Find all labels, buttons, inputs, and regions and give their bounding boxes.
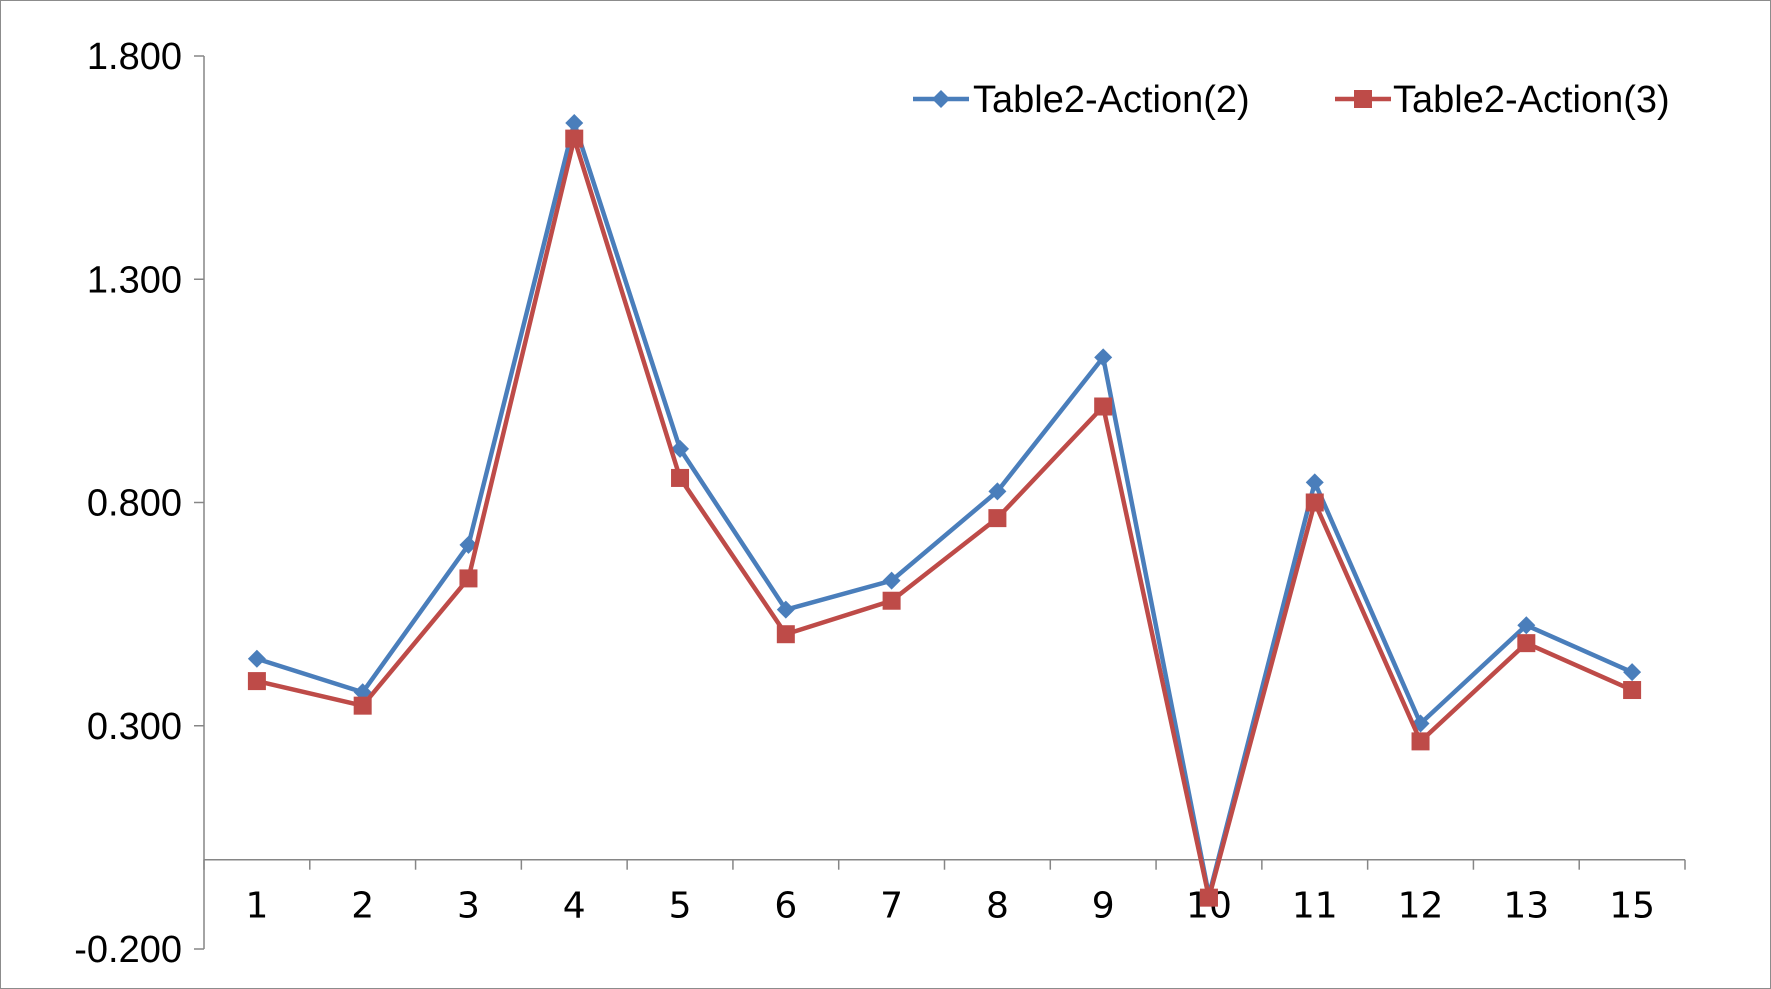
y-tick-label: 0.300: [87, 706, 182, 748]
series-2: [247, 129, 1642, 907]
data-point-square: [776, 625, 795, 644]
legend-label: Table2-Action(2): [973, 79, 1250, 121]
data-point-diamond: [565, 113, 584, 132]
x-tick-label: 9: [1092, 886, 1115, 927]
data-point-square: [1623, 681, 1642, 700]
y-axis-ticks: -0.200 0.300 0.800 1.300 1.800: [74, 36, 204, 971]
x-tick-label: 11: [1292, 886, 1338, 927]
x-tick-label: 3: [457, 886, 480, 927]
data-point-diamond: [247, 649, 266, 668]
legend: Table2-Action(2) Table2-Action(3): [913, 79, 1670, 121]
x-tick-label: 4: [563, 886, 586, 927]
data-point-square: [1305, 493, 1324, 512]
data-point-diamond: [1517, 616, 1536, 635]
y-tick-label: 0.800: [87, 483, 182, 525]
x-tick-label: 2: [351, 886, 374, 927]
data-point-square: [671, 468, 690, 487]
x-tick-label: 15: [1609, 886, 1655, 927]
data-point-square: [459, 569, 478, 588]
data-point-square: [988, 509, 1007, 528]
x-tick-label: 7: [880, 886, 903, 927]
legend-item-1: Table2-Action(2): [913, 79, 1250, 121]
data-point-diamond: [1623, 663, 1642, 682]
x-tick-label: 5: [669, 886, 692, 927]
legend-item-2: Table2-Action(3): [1335, 79, 1670, 121]
axes-group: [203, 56, 1685, 949]
y-tick-label: 1.300: [87, 259, 182, 301]
data-point-diamond: [459, 535, 478, 554]
y-tick-label: 1.800: [87, 36, 182, 78]
data-point-square: [1517, 634, 1536, 653]
series-1: [247, 113, 1642, 905]
series-line: [256, 120, 1634, 898]
x-axis-ticks: 1234567891011121315: [203, 859, 1686, 927]
x-tick-label: 6: [774, 886, 797, 927]
data-point-diamond: [1305, 473, 1324, 492]
x-tick-label: 8: [986, 886, 1009, 927]
data-point-square: [1199, 888, 1218, 907]
data-point-square: [565, 129, 584, 148]
data-point-diamond: [776, 600, 795, 619]
legend-marker-square: [1354, 90, 1372, 108]
x-tick-label: 12: [1398, 886, 1444, 927]
data-point-square: [1094, 397, 1113, 416]
data-point-diamond: [988, 482, 1007, 501]
data-point-square: [1411, 732, 1430, 751]
series-line: [256, 136, 1634, 900]
data-point-square: [353, 696, 372, 715]
legend-marker-diamond: [932, 90, 950, 108]
legend-label: Table2-Action(3): [1393, 79, 1670, 121]
x-tick-label: 13: [1503, 886, 1549, 927]
data-point-square: [882, 591, 901, 610]
data-point-diamond: [882, 571, 901, 590]
y-tick-label: -0.200: [74, 929, 182, 971]
data-point-diamond: [671, 439, 690, 458]
x-tick-label: 1: [245, 886, 268, 927]
data-point-square: [247, 672, 266, 691]
series-layer: [247, 113, 1642, 907]
data-point-diamond: [1094, 348, 1113, 367]
